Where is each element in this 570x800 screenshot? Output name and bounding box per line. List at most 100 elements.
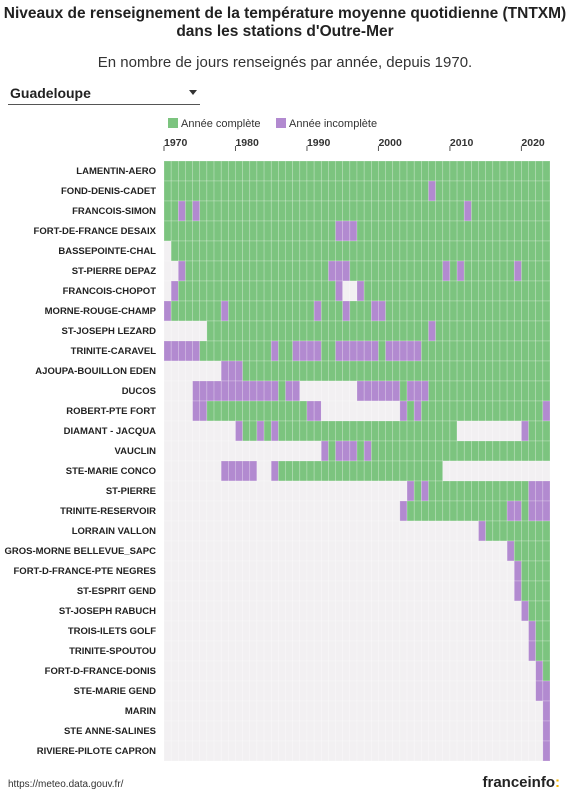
heatmap-cell	[213, 600, 222, 622]
heatmap-cell	[356, 240, 365, 262]
heatmap-cell	[335, 700, 344, 722]
heatmap-cell	[242, 480, 251, 502]
region-select[interactable]: Guadeloupe	[8, 85, 200, 105]
heatmap-cell	[249, 320, 258, 342]
heatmap-cell	[320, 540, 329, 562]
heatmap-cell	[392, 740, 401, 762]
heatmap-cell	[435, 460, 444, 482]
heatmap-cell	[292, 600, 301, 622]
station-label: LORRAIN VALLON	[72, 526, 156, 537]
heatmap-cell	[542, 280, 551, 302]
heatmap-cell	[456, 460, 465, 482]
heatmap-cell	[192, 640, 201, 662]
heatmap-cell	[399, 240, 408, 262]
heatmap-cell	[456, 180, 465, 202]
heatmap-cell	[242, 680, 251, 702]
heatmap-cell	[492, 380, 501, 402]
heatmap-cell	[213, 700, 222, 722]
heatmap-cell	[442, 640, 451, 662]
heatmap-cell	[328, 180, 336, 202]
heatmap-cell	[278, 200, 286, 222]
heatmap-cell	[528, 300, 537, 322]
heatmap-cell	[485, 160, 494, 182]
heatmap-cell	[392, 520, 401, 542]
heatmap-cell	[235, 200, 243, 222]
heatmap-cell	[328, 200, 336, 222]
heatmap-cell	[485, 280, 494, 302]
heatmap-cell	[363, 720, 372, 742]
heatmap-cell	[192, 240, 201, 262]
heatmap-cell	[370, 620, 379, 642]
brand-suffix: :	[555, 774, 560, 791]
heatmap-cell	[499, 200, 508, 222]
heatmap-cell	[163, 620, 172, 642]
heatmap-cell	[399, 320, 408, 342]
heatmap-cell	[199, 580, 208, 602]
heatmap-cell	[463, 300, 472, 322]
heatmap-cell	[206, 460, 215, 482]
heatmap-cell	[320, 520, 329, 542]
heatmap-cell	[206, 660, 215, 682]
heatmap-cell	[456, 420, 465, 442]
heatmap-cell	[313, 400, 322, 422]
station-label: ROBERT-PTE FORT	[66, 406, 156, 417]
heatmap-cell	[299, 240, 308, 262]
heatmap-cell	[292, 520, 301, 542]
heatmap-cell	[235, 680, 243, 702]
heatmap-cell	[285, 400, 293, 422]
heatmap-cell	[463, 400, 472, 422]
heatmap-cell	[285, 580, 293, 602]
heatmap-cell	[528, 240, 537, 262]
heatmap-cell	[328, 620, 336, 642]
heatmap-cell	[392, 340, 401, 362]
heatmap-cell	[521, 680, 529, 702]
station-label: ST-ESPRIT GEND	[77, 586, 156, 597]
heatmap-cell	[378, 600, 386, 622]
heatmap-cell	[528, 600, 537, 622]
heatmap-cell	[370, 400, 379, 422]
heatmap-cell	[442, 740, 451, 762]
heatmap-cell	[285, 260, 293, 282]
heatmap-cell	[542, 640, 551, 662]
heatmap-cell	[528, 200, 537, 222]
heatmap-cell	[328, 160, 336, 182]
heatmap-cell	[513, 560, 522, 582]
heatmap-cell	[263, 740, 272, 762]
station-label: VAUCLIN	[114, 446, 156, 457]
heatmap-cell	[228, 400, 236, 422]
heatmap-cell	[263, 700, 272, 722]
heatmap-cell	[163, 640, 172, 662]
heatmap-cell	[199, 440, 208, 462]
heatmap-cell	[299, 320, 308, 342]
heatmap-cell	[185, 360, 193, 382]
heatmap-cell	[342, 400, 351, 422]
heatmap-cell	[463, 500, 472, 522]
heatmap-cell	[263, 220, 272, 242]
source-link[interactable]: https://meteo.data.gouv.fr/	[8, 779, 124, 790]
heatmap-cell	[463, 700, 472, 722]
heatmap-cell	[428, 240, 436, 262]
heatmap-cell	[342, 680, 351, 702]
heatmap-cell	[249, 500, 258, 522]
heatmap-cell	[170, 200, 179, 222]
heatmap-cell	[199, 320, 208, 342]
heatmap-cell	[256, 240, 265, 262]
heatmap-cell	[177, 260, 186, 282]
heatmap-cell	[292, 500, 301, 522]
heatmap-cell	[363, 580, 372, 602]
heatmap-cell	[235, 400, 243, 422]
heatmap-cell	[177, 660, 186, 682]
heatmap-cell	[263, 600, 272, 622]
heatmap-cell	[285, 280, 293, 302]
heatmap-cell	[242, 440, 251, 462]
heatmap-cell	[292, 240, 301, 262]
heatmap-cell	[449, 340, 458, 362]
heatmap-cell	[299, 160, 308, 182]
heatmap-cell	[220, 460, 229, 482]
heatmap-cell	[542, 460, 551, 482]
heatmap-cell	[542, 720, 551, 742]
heatmap-cell	[363, 480, 372, 502]
heatmap-cell	[242, 720, 251, 742]
heatmap-cell	[485, 640, 494, 662]
heatmap-cell	[192, 220, 201, 242]
